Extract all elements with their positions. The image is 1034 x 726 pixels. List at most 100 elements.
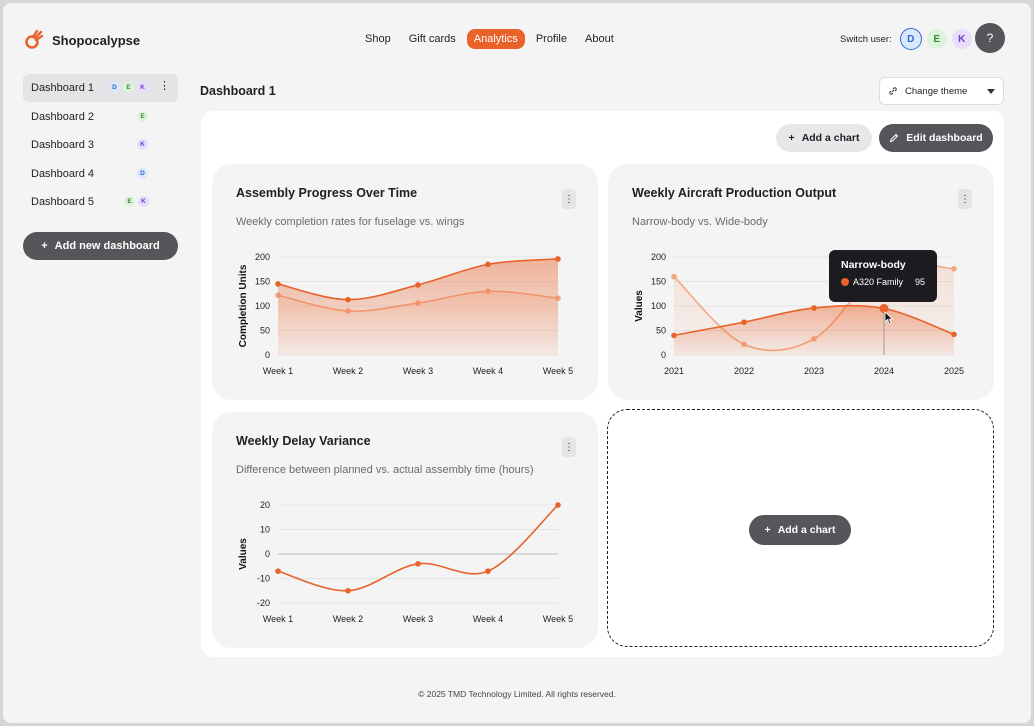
nav-profile[interactable]: Profile <box>535 33 567 45</box>
data-point <box>345 296 351 303</box>
y-tick-label: 100 <box>255 301 270 311</box>
series-line <box>277 504 559 592</box>
footer-copyright: © 2025 TMD Technology Limited. All right… <box>418 689 616 699</box>
chart-title: Assembly Progress Over Time <box>236 186 418 200</box>
y-tick-label: 50 <box>656 326 666 336</box>
add-chart-button[interactable]: + Add a chart <box>776 124 872 152</box>
sidebar-item-dashboard-1[interactable]: Dashboard 1 D E K ⋮ <box>23 74 178 102</box>
app-logo[interactable]: Shopocalypse <box>24 30 140 50</box>
sidebar-item-dashboard-3[interactable]: Dashboard 3 K <box>23 131 178 159</box>
x-tick-label: Week 3 <box>403 366 433 376</box>
series-area <box>278 258 558 355</box>
sidebar-item-label: Dashboard 2 <box>31 110 94 123</box>
more-options-icon[interactable]: ⋮ <box>159 80 170 92</box>
data-point <box>415 282 421 288</box>
logo-icon <box>25 30 44 49</box>
data-point <box>555 502 561 508</box>
x-tick-label: Week 1 <box>263 366 293 376</box>
add-chart-slot-label: Add a chart <box>777 524 836 536</box>
user-avatar-e[interactable]: E <box>926 29 947 49</box>
chart-plot: -20 -10 0 10 20 Week 1 Week 2 Week 3 Week 4 Week … <box>238 500 573 624</box>
y-tick-label: 0 <box>265 549 270 559</box>
x-tick-label: Week 3 <box>403 614 433 624</box>
user-avatar-k[interactable]: K <box>951 29 972 49</box>
chart-menu-icon[interactable]: ⋮ <box>958 189 972 209</box>
chart-card-delay-variance: Weekly Delay Variance Difference between… <box>212 412 598 648</box>
sidebar-item-dashboard-2[interactable]: Dashboard 2 E <box>23 103 178 131</box>
chevron-down-icon <box>987 88 995 94</box>
sidebar-item-badges: K <box>137 139 148 151</box>
data-point <box>485 568 491 574</box>
badge-k: K <box>137 139 148 151</box>
chart-tooltip: Narrow-body A320 Family 95 <box>829 250 937 302</box>
data-point <box>275 281 281 287</box>
data-point <box>555 256 561 262</box>
data-point <box>275 568 281 574</box>
data-point <box>951 265 957 272</box>
chart-plot: 0 50 100 150 200 Week 1 Week 2 Week 3 Week 4 Week… <box>238 252 573 376</box>
nav-analytics[interactable]: Analytics <box>466 29 525 49</box>
add-new-dashboard-label: Add new dashboard <box>54 240 160 252</box>
y-tick-label: 20 <box>260 500 270 510</box>
x-tick-label: Week 5 <box>543 366 573 376</box>
y-tick-label: -20 <box>257 598 270 608</box>
x-tick-label: Week 4 <box>473 366 503 376</box>
chart-subtitle: Difference between planned vs. actual as… <box>236 464 534 476</box>
add-chart-label: Add a chart <box>801 132 860 144</box>
y-axis-label: Completion Units <box>238 264 249 347</box>
main-nav: Shop Gift cards Analytics Profile About <box>358 29 621 49</box>
badge-e: E <box>137 110 148 122</box>
chart-title: Weekly Aircraft Production Output <box>632 186 837 200</box>
data-point <box>345 587 351 594</box>
nav-about[interactable]: About <box>585 33 614 45</box>
badge-d: D <box>109 82 120 93</box>
badge-e: E <box>124 196 135 208</box>
page-title: Dashboard 1 <box>200 84 276 98</box>
nav-shop[interactable]: Shop <box>365 33 391 45</box>
sidebar-item-badges: E K <box>124 196 149 208</box>
tooltip-row: A320 Family 95 <box>841 277 925 287</box>
user-avatar-d[interactable]: D <box>899 28 922 50</box>
plus-icon: + <box>41 240 48 252</box>
edit-dashboard-button[interactable]: Edit dashboard <box>879 124 993 152</box>
y-tick-label: -10 <box>257 574 270 584</box>
add-new-dashboard-button[interactable]: + Add new dashboard <box>23 232 178 260</box>
x-tick-label: Week 5 <box>543 614 573 624</box>
chart-menu-icon[interactable]: ⋮ <box>562 189 576 209</box>
sidebar-item-label: Dashboard 5 <box>31 196 94 209</box>
y-tick-label: 150 <box>255 277 270 287</box>
sidebar-item-badges: D <box>137 167 148 179</box>
badge-k: K <box>137 82 148 93</box>
nav-gift-cards[interactable]: Gift cards <box>408 33 456 45</box>
x-tick-label: Week 2 <box>333 614 363 624</box>
app-name: Shopocalypse <box>52 32 141 48</box>
plus-icon: + <box>788 132 795 144</box>
y-tick-label: 0 <box>661 350 666 360</box>
sidebar-item-dashboard-5[interactable]: Dashboard 5 E K <box>23 188 178 216</box>
help-button[interactable]: ? <box>975 23 1005 53</box>
tooltip-value: 95 <box>914 277 925 287</box>
x-tick-label: 2024 <box>874 366 894 376</box>
x-tick-label: 2022 <box>734 366 754 376</box>
change-theme-select[interactable]: Change theme <box>879 77 1004 105</box>
add-chart-slot-button[interactable]: + Add a chart <box>749 515 851 545</box>
chart-title: Weekly Delay Variance <box>236 434 371 448</box>
chart-menu-icon[interactable]: ⋮ <box>562 437 576 457</box>
data-point <box>671 332 677 339</box>
x-tick-label: Week 1 <box>263 614 293 624</box>
sidebar-item-label: Dashboard 3 <box>31 139 94 152</box>
sidebar: Dashboard 1 D E K ⋮ Dashboard 2 E Dashbo… <box>23 74 178 217</box>
data-point <box>485 261 491 268</box>
data-point <box>671 273 677 280</box>
y-tick-label: 10 <box>260 525 270 535</box>
sidebar-item-dashboard-4[interactable]: Dashboard 4 D <box>23 160 178 188</box>
empty-chart-slot[interactable] <box>607 409 994 647</box>
plus-icon: + <box>764 524 771 536</box>
chart-subtitle: Weekly completion rates for fuselage vs.… <box>236 216 465 228</box>
y-axis-label: Values <box>634 290 645 322</box>
change-theme-label: Change theme <box>905 85 968 97</box>
data-point <box>811 305 817 311</box>
sidebar-item-badges: E <box>137 110 148 122</box>
edit-dashboard-label: Edit dashboard <box>906 132 983 144</box>
y-tick-label: 50 <box>260 326 270 336</box>
